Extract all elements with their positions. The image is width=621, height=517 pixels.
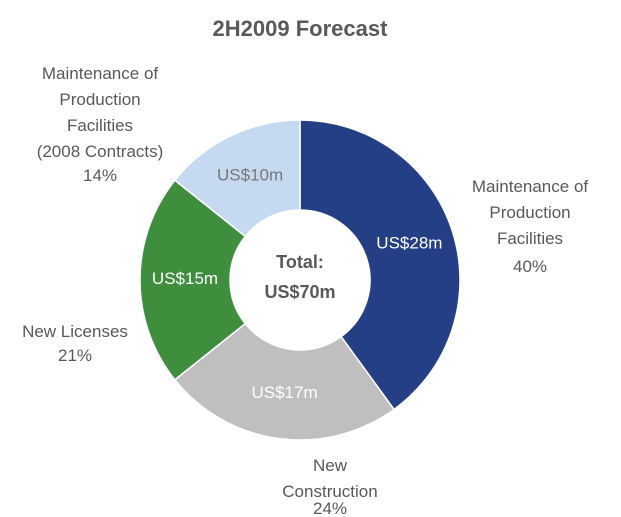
percent-label: 14% bbox=[83, 166, 117, 185]
category-label: New Construction bbox=[282, 456, 377, 501]
chart-title: 2H2009 Forecast bbox=[213, 16, 389, 41]
value-label: US$10m bbox=[217, 166, 283, 185]
percent-label: 40% bbox=[513, 257, 547, 276]
donut-slice bbox=[173, 119, 301, 238]
donut-slice bbox=[173, 322, 396, 441]
value-label: US$17m bbox=[251, 383, 317, 402]
center-label: Total: US$70m bbox=[264, 252, 335, 302]
percent-label: 21% bbox=[58, 346, 92, 365]
donut-slice bbox=[139, 179, 247, 381]
value-label: US$15m bbox=[152, 269, 218, 288]
percent-label: 24% bbox=[313, 499, 347, 517]
category-label: New Licenses bbox=[22, 322, 128, 341]
category-label: Maintenance of Production Facilities bbox=[472, 177, 589, 248]
category-label: Maintenance of Production Facilities (2008 … bbox=[37, 64, 164, 161]
value-label: US$28m bbox=[376, 234, 442, 253]
donut-slice bbox=[299, 119, 461, 411]
